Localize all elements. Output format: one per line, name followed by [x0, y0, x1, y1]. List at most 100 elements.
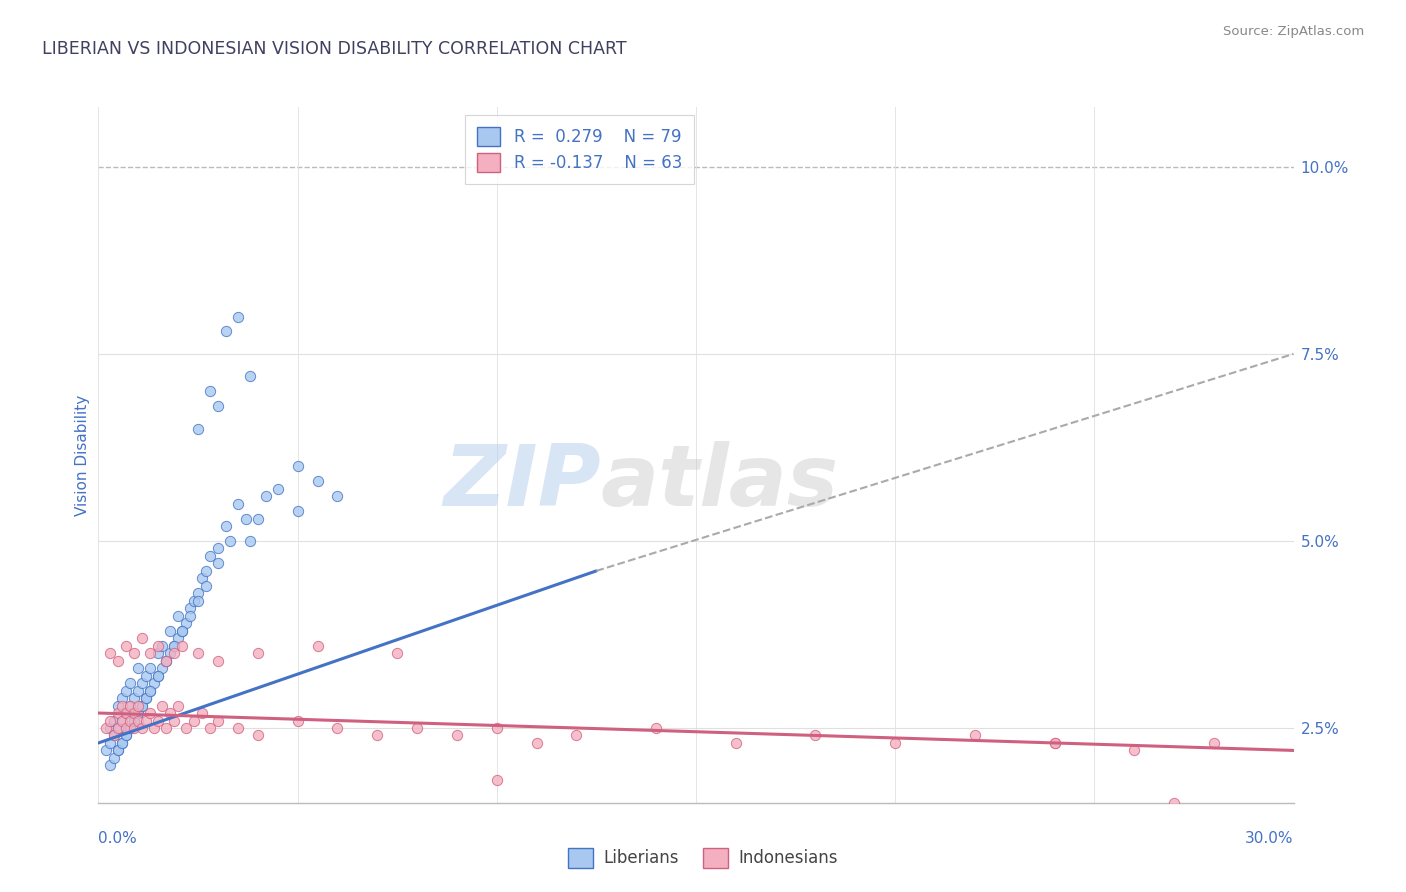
Point: [287, 714, 309, 728]
Point: [179, 608, 201, 623]
Point: [219, 533, 242, 548]
Point: [127, 661, 149, 675]
Point: [135, 691, 157, 706]
Point: [111, 736, 134, 750]
Point: [124, 714, 146, 728]
Point: [207, 714, 229, 728]
Point: [963, 729, 986, 743]
Point: [107, 721, 129, 735]
Point: [103, 714, 125, 728]
Point: [111, 736, 134, 750]
Point: [287, 504, 309, 518]
Point: [1043, 736, 1066, 750]
Point: [187, 646, 209, 660]
Text: 0.0%: 0.0%: [98, 830, 138, 846]
Point: [884, 736, 907, 750]
Point: [215, 519, 238, 533]
Point: [131, 631, 153, 645]
Point: [187, 586, 209, 600]
Point: [239, 533, 262, 548]
Point: [366, 729, 388, 743]
Point: [207, 654, 229, 668]
Point: [179, 601, 201, 615]
Point: [307, 639, 329, 653]
Point: [207, 541, 229, 556]
Point: [98, 758, 122, 772]
Point: [195, 579, 218, 593]
Point: [115, 639, 138, 653]
Point: [148, 668, 170, 682]
Point: [159, 646, 181, 660]
Point: [111, 714, 134, 728]
Point: [172, 624, 194, 638]
Point: [326, 721, 349, 735]
Point: [103, 751, 125, 765]
Point: [115, 683, 138, 698]
Point: [207, 557, 229, 571]
Point: [198, 384, 221, 399]
Text: atlas: atlas: [600, 442, 838, 524]
Point: [139, 683, 162, 698]
Point: [135, 668, 157, 682]
Point: [246, 511, 269, 525]
Point: [150, 661, 173, 675]
Point: [120, 721, 142, 735]
Point: [120, 698, 142, 713]
Point: [172, 624, 194, 638]
Point: [148, 639, 170, 653]
Point: [235, 511, 257, 525]
Point: [96, 743, 118, 757]
Point: [124, 714, 146, 728]
Point: [167, 631, 190, 645]
Point: [1163, 796, 1185, 810]
Point: [163, 646, 186, 660]
Point: [115, 706, 138, 720]
Point: [187, 422, 209, 436]
Point: [131, 721, 153, 735]
Point: [111, 714, 134, 728]
Point: [96, 721, 118, 735]
Point: [174, 616, 197, 631]
Legend: Liberians, Indonesians: Liberians, Indonesians: [561, 841, 845, 875]
Point: [127, 683, 149, 698]
Point: [124, 646, 146, 660]
Point: [198, 721, 221, 735]
Point: [131, 698, 153, 713]
Point: [485, 773, 508, 788]
Point: [446, 729, 468, 743]
Point: [131, 698, 153, 713]
Point: [1043, 736, 1066, 750]
Point: [191, 571, 214, 585]
Point: [565, 729, 588, 743]
Point: [135, 691, 157, 706]
Point: [239, 369, 262, 384]
Point: [385, 646, 409, 660]
Point: [103, 729, 125, 743]
Point: [111, 691, 134, 706]
Point: [159, 624, 181, 638]
Point: [163, 714, 186, 728]
Point: [148, 668, 170, 682]
Point: [107, 721, 129, 735]
Point: [804, 729, 827, 743]
Point: [183, 594, 205, 608]
Point: [226, 721, 249, 735]
Point: [139, 661, 162, 675]
Text: Source: ZipAtlas.com: Source: ZipAtlas.com: [1223, 25, 1364, 38]
Point: [103, 729, 125, 743]
Point: [1202, 736, 1225, 750]
Point: [526, 736, 548, 750]
Point: [1243, 811, 1265, 825]
Point: [150, 698, 173, 713]
Point: [120, 676, 142, 690]
Point: [187, 594, 209, 608]
Point: [127, 698, 149, 713]
Point: [148, 714, 170, 728]
Point: [191, 706, 214, 720]
Point: [115, 729, 138, 743]
Point: [115, 706, 138, 720]
Point: [127, 714, 149, 728]
Point: [167, 608, 190, 623]
Point: [98, 736, 122, 750]
Point: [107, 743, 129, 757]
